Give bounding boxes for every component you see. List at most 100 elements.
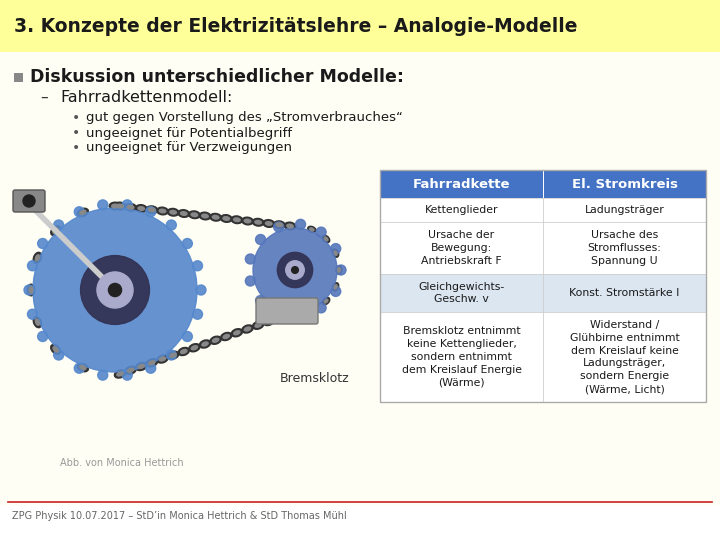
Ellipse shape [292, 312, 298, 316]
Ellipse shape [35, 318, 40, 326]
Text: Bremsklotz: Bremsklotz [280, 372, 350, 384]
FancyBboxPatch shape [543, 222, 706, 274]
Text: Gleichgewichts-
Geschw. v: Gleichgewichts- Geschw. v [418, 281, 505, 305]
Circle shape [81, 255, 150, 325]
Text: Ursache des
Stromflusses:
Spannung U: Ursache des Stromflusses: Spannung U [588, 230, 662, 266]
Ellipse shape [180, 349, 188, 354]
Ellipse shape [309, 227, 315, 232]
Ellipse shape [284, 309, 297, 319]
Ellipse shape [201, 213, 209, 219]
Circle shape [98, 200, 108, 210]
Ellipse shape [180, 211, 188, 216]
Text: Diskussion unterschiedlicher Modelle:: Diskussion unterschiedlicher Modelle: [30, 68, 404, 86]
Circle shape [295, 310, 305, 321]
Text: Fahrradkettenmodell:: Fahrradkettenmodell: [60, 90, 233, 105]
Circle shape [24, 285, 34, 295]
Ellipse shape [254, 322, 262, 328]
Ellipse shape [230, 328, 243, 338]
Ellipse shape [169, 210, 177, 215]
Ellipse shape [177, 209, 190, 218]
Ellipse shape [27, 284, 35, 296]
Ellipse shape [307, 226, 317, 233]
Ellipse shape [273, 220, 286, 230]
Circle shape [182, 332, 192, 341]
Circle shape [286, 261, 305, 279]
FancyBboxPatch shape [380, 198, 543, 222]
Ellipse shape [156, 206, 169, 215]
Circle shape [330, 286, 341, 296]
Ellipse shape [135, 204, 148, 213]
Circle shape [23, 195, 35, 207]
Ellipse shape [276, 315, 283, 320]
Ellipse shape [254, 220, 262, 225]
Ellipse shape [262, 219, 275, 228]
Ellipse shape [166, 208, 179, 217]
Ellipse shape [323, 299, 328, 303]
Ellipse shape [333, 250, 338, 256]
Ellipse shape [145, 205, 158, 214]
Circle shape [166, 220, 176, 230]
Ellipse shape [222, 334, 230, 339]
Circle shape [166, 350, 176, 360]
Ellipse shape [241, 217, 254, 226]
Bar [14, 73, 23, 82]
Ellipse shape [116, 372, 124, 377]
Circle shape [196, 285, 206, 295]
Ellipse shape [199, 212, 212, 220]
Circle shape [74, 207, 84, 217]
Circle shape [122, 370, 132, 380]
Ellipse shape [332, 282, 339, 292]
Ellipse shape [309, 308, 315, 313]
Ellipse shape [252, 218, 265, 227]
FancyBboxPatch shape [13, 190, 45, 212]
FancyBboxPatch shape [543, 274, 706, 312]
Circle shape [295, 219, 305, 230]
Text: Ladungsträger: Ladungsträger [585, 205, 665, 215]
Ellipse shape [29, 286, 34, 294]
Text: Kettenglieder: Kettenglieder [425, 205, 498, 215]
Circle shape [256, 234, 266, 245]
Ellipse shape [337, 267, 341, 273]
Ellipse shape [243, 326, 251, 332]
Ellipse shape [177, 347, 190, 356]
Ellipse shape [336, 265, 343, 275]
Ellipse shape [199, 339, 211, 349]
Circle shape [292, 267, 298, 273]
Ellipse shape [230, 215, 243, 224]
Ellipse shape [32, 252, 42, 264]
Text: Abb. von Monica Hettrich: Abb. von Monica Hettrich [60, 458, 184, 468]
Text: •: • [72, 141, 80, 155]
Ellipse shape [145, 358, 158, 368]
Ellipse shape [220, 332, 233, 341]
Text: 3. Konzepte der Elektrizitätslehre – Analogie-Modelle: 3. Konzepte der Elektrizitätslehre – Ana… [14, 17, 577, 36]
Ellipse shape [284, 221, 297, 231]
Ellipse shape [210, 335, 222, 345]
Ellipse shape [76, 207, 89, 217]
Ellipse shape [135, 362, 148, 372]
Ellipse shape [158, 208, 166, 213]
Text: •: • [72, 126, 80, 140]
Ellipse shape [156, 354, 168, 364]
Ellipse shape [35, 254, 40, 262]
Circle shape [74, 363, 84, 373]
FancyBboxPatch shape [380, 222, 543, 274]
Circle shape [277, 252, 312, 288]
Ellipse shape [158, 356, 166, 362]
Ellipse shape [188, 210, 201, 219]
Text: ZPG Physik 10.07.2017 – StD’in Monica Hettrich & StD Thomas Mühl: ZPG Physik 10.07.2017 – StD’in Monica He… [12, 511, 347, 521]
Ellipse shape [79, 365, 86, 370]
Text: •: • [72, 111, 80, 125]
Ellipse shape [322, 297, 330, 306]
Circle shape [182, 239, 192, 248]
Circle shape [97, 272, 133, 308]
Circle shape [274, 308, 284, 318]
FancyBboxPatch shape [380, 274, 543, 312]
Text: Konst. Stromstärke I: Konst. Stromstärke I [570, 288, 680, 298]
Ellipse shape [243, 219, 251, 224]
Ellipse shape [148, 360, 156, 366]
Ellipse shape [138, 364, 145, 369]
Circle shape [37, 332, 48, 341]
Ellipse shape [222, 216, 230, 221]
Circle shape [316, 303, 326, 313]
Ellipse shape [220, 214, 233, 223]
